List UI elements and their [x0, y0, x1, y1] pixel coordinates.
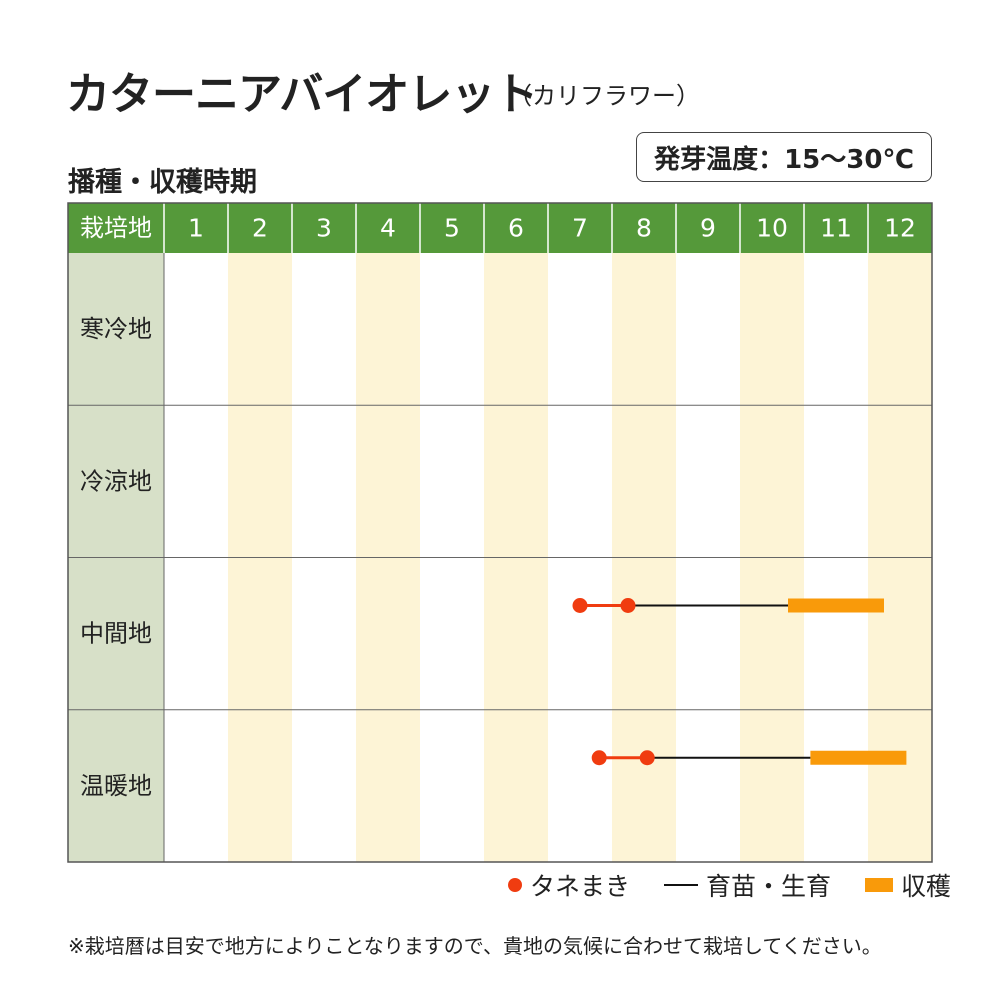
legend-label-harvest: 収穫: [901, 872, 952, 901]
month-tick-label: 7: [572, 214, 588, 243]
footnote: ※栽培暦は目安で地方によりことなりますので、貴地の気候に合わせて栽培してください…: [68, 934, 882, 958]
header-bar: [68, 203, 932, 253]
legend-item-harvest: 収穫: [865, 867, 951, 903]
month-tick-label: 5: [444, 214, 460, 243]
month-tick-label: 1: [188, 214, 204, 243]
sowing-start-dot: [572, 598, 588, 613]
legend-item-sowing: タネまき: [508, 867, 630, 903]
section-title: 播種・収穫時期: [68, 167, 257, 198]
header-label: 栽培地: [80, 214, 152, 242]
sowing-end-dot: [620, 598, 636, 613]
growing-line-icon: [664, 884, 699, 886]
month-tick-label: 10: [756, 214, 788, 243]
region-label: 寒冷地: [80, 315, 152, 343]
legend-label-growing: 育苗・生育: [706, 872, 832, 901]
region-label: 中間地: [80, 620, 152, 648]
month-tick-label: 11: [820, 214, 852, 243]
chart-border: [67, 202, 933, 863]
month-tick-label: 6: [508, 214, 524, 243]
germination-temperature-badge: 発芽温度：15～30℃: [636, 132, 932, 182]
month-tick-label: 8: [636, 214, 652, 243]
legend-item-growing: 育苗・生育: [664, 867, 831, 903]
region-label: 温暖地: [80, 772, 152, 800]
sowing-dot-icon: [508, 878, 522, 892]
month-tick-label: 9: [700, 214, 716, 243]
region-label: 冷涼地: [80, 467, 152, 495]
legend: タネまき 育苗・生育 収穫: [508, 868, 951, 902]
sowing-start-dot: [591, 750, 607, 766]
month-tick-label: 2: [252, 214, 268, 243]
page-title-sub: （カリフラワー）: [508, 82, 700, 110]
month-tick-label: 3: [316, 214, 332, 243]
month-tick-label: 4: [380, 214, 396, 243]
harvest-bar-icon: [865, 878, 894, 892]
legend-label-sowing: タネまき: [530, 872, 631, 901]
page-title: カターニアバイオレット: [66, 69, 538, 120]
harvest-period-bar: [810, 750, 907, 765]
harvest-period-bar: [788, 598, 884, 613]
sowing-end-dot: [639, 750, 655, 766]
month-tick-label: 12: [884, 214, 916, 243]
